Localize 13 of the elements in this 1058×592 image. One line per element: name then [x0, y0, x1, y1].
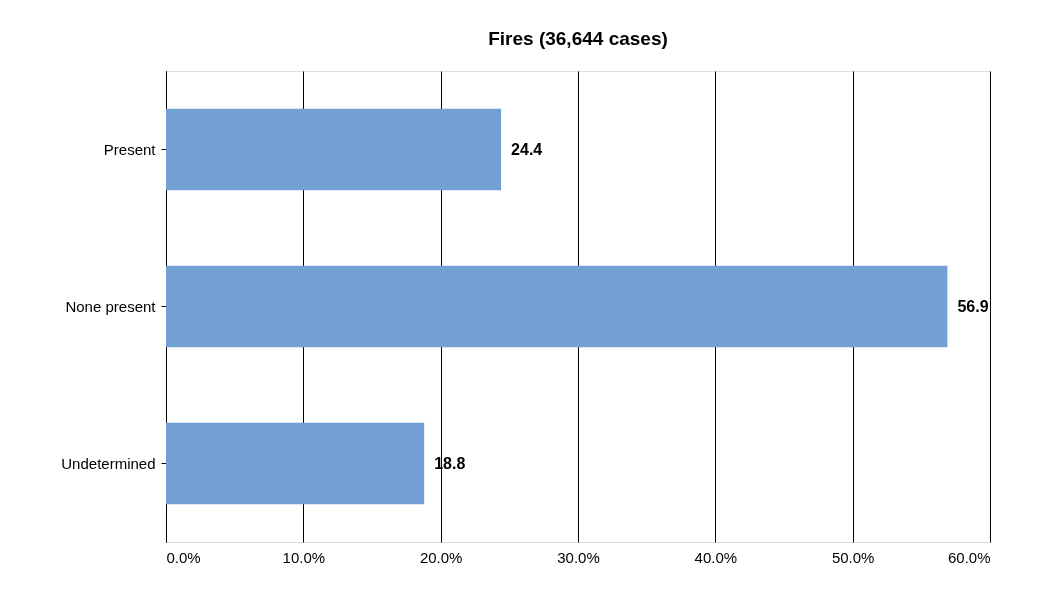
y-tick-label: Undetermined [61, 454, 156, 472]
x-tick-label: 10.0% [282, 548, 326, 566]
x-tick-label: 0.0% [166, 548, 201, 566]
x-tick-label: 60.0% [947, 548, 991, 566]
chart-title: Fires (36,644 cases) [488, 28, 668, 49]
x-tick-label: 20.0% [419, 548, 463, 566]
y-tick-label: None present [65, 297, 157, 315]
x-tick-label: 40.0% [694, 548, 738, 566]
x-tick-label: 50.0% [831, 548, 875, 566]
x-tick-label: 30.0% [557, 548, 600, 566]
data-label: 24.4 [511, 140, 543, 158]
y-tick-label: Present [103, 140, 157, 158]
data-label: 56.9 [957, 297, 989, 315]
